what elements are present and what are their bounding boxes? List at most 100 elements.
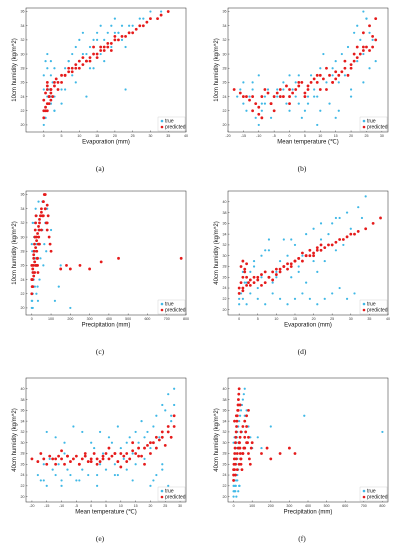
predicted-point — [60, 449, 63, 453]
predicted-point — [346, 73, 350, 77]
true-point — [131, 452, 134, 455]
predicted-point — [77, 462, 81, 466]
predicted-point — [47, 95, 51, 98]
true-point — [381, 430, 384, 434]
predicted-point — [289, 262, 293, 266]
predicted-point — [49, 88, 53, 91]
true-point — [113, 463, 116, 466]
predicted-point — [33, 228, 37, 232]
predicted-point — [172, 414, 176, 418]
predicted-point — [44, 105, 47, 109]
predicted-point — [278, 267, 282, 271]
true-point — [306, 95, 310, 98]
x-tick-label: 700 — [164, 317, 170, 321]
predicted-point — [234, 462, 237, 466]
predicted-point — [54, 462, 58, 466]
predicted-point — [172, 425, 176, 428]
y-tick-label: 36 — [223, 222, 227, 226]
predicted-point — [368, 24, 371, 28]
predicted-point — [256, 275, 260, 279]
predicted-point — [340, 70, 344, 74]
predicted-point — [237, 286, 241, 290]
y-tick-label: 40 — [223, 387, 227, 391]
true-point — [337, 81, 340, 84]
true-point — [301, 292, 304, 295]
predicted-point — [41, 214, 45, 218]
predicted-point — [303, 95, 307, 98]
true-point — [128, 436, 131, 439]
true-point — [251, 81, 254, 84]
true-point — [357, 206, 360, 209]
predicted-point — [321, 77, 325, 81]
y-tick-label: 22 — [223, 109, 227, 113]
predicted-point — [286, 267, 289, 271]
true-point — [278, 259, 282, 263]
true-point — [49, 228, 53, 232]
true-point — [42, 479, 45, 482]
x-tick-label: 25 — [330, 317, 334, 321]
predicted-point — [63, 73, 67, 77]
predicted-point — [234, 435, 238, 439]
true-point — [313, 88, 316, 91]
true-point — [85, 95, 88, 98]
predicted-point — [45, 228, 49, 232]
legend-box — [359, 116, 388, 132]
true-point — [96, 473, 99, 477]
predicted-point — [125, 460, 129, 463]
predicted-point — [236, 446, 240, 450]
true-point — [359, 38, 362, 41]
predicted-point — [271, 278, 275, 282]
true-point — [99, 24, 102, 27]
predicted-point — [318, 88, 322, 91]
predicted-point — [325, 66, 328, 70]
predicted-point — [145, 20, 149, 24]
true-point — [106, 31, 109, 34]
true-point — [252, 265, 256, 268]
true-point — [39, 479, 42, 482]
true-point — [120, 38, 124, 41]
true-point — [85, 52, 88, 56]
true-point — [88, 45, 92, 49]
true-point — [271, 292, 274, 295]
true-point — [46, 207, 49, 210]
x-axis-label: Mean temperature (℃) — [75, 510, 136, 516]
true-point — [278, 297, 282, 300]
predicted-point — [42, 457, 46, 461]
predicted-point — [60, 73, 63, 77]
predicted-point — [68, 267, 72, 271]
predicted-point — [60, 457, 63, 461]
predicted-point — [119, 452, 123, 455]
legend-label-predicted: predicted — [165, 495, 186, 501]
x-tick-label: 800 — [183, 317, 189, 321]
predicted-point — [272, 109, 276, 113]
predicted-point — [315, 73, 319, 77]
predicted-point — [352, 59, 356, 63]
predicted-point — [49, 249, 53, 253]
predicted-point — [102, 49, 106, 52]
predicted-point — [355, 45, 359, 49]
legend-marker-predicted — [160, 495, 164, 499]
legend-marker-predicted — [160, 125, 164, 129]
predicted-point — [125, 452, 129, 455]
true-point — [319, 222, 323, 225]
true-point — [242, 81, 245, 84]
predicted-point — [78, 264, 82, 267]
predicted-point — [341, 238, 345, 241]
y-tick-label: 40 — [223, 200, 227, 204]
plot-area — [227, 377, 389, 503]
true-point — [340, 52, 343, 56]
true-point — [31, 306, 34, 310]
true-point — [308, 297, 311, 300]
true-point — [249, 292, 252, 295]
predicted-point — [328, 73, 331, 77]
predicted-point — [88, 56, 92, 59]
x-tick-label: -5 — [273, 134, 276, 138]
predicted-point — [300, 81, 304, 84]
x-tick-label: -20 — [29, 504, 34, 508]
predicted-point — [334, 70, 338, 74]
predicted-point — [237, 292, 241, 295]
predicted-point — [234, 441, 237, 445]
predicted-point — [235, 419, 239, 423]
predicted-point — [288, 95, 291, 98]
predicted-point — [278, 88, 282, 91]
